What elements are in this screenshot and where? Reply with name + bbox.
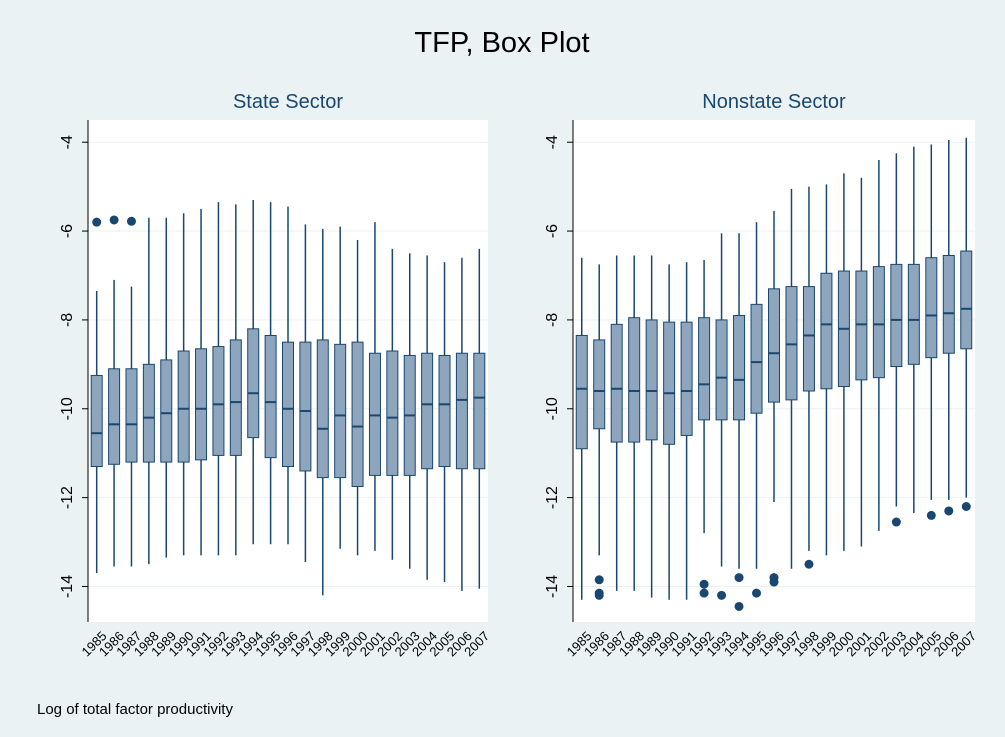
box xyxy=(820,272,833,390)
panel-title: Nonstate Sector xyxy=(702,91,846,113)
box xyxy=(610,323,623,443)
outlier xyxy=(594,590,604,600)
box xyxy=(855,270,868,381)
box xyxy=(316,339,329,479)
box xyxy=(473,352,486,470)
box xyxy=(334,343,347,479)
box xyxy=(264,334,277,459)
box xyxy=(680,321,693,436)
box xyxy=(768,288,780,403)
outlier xyxy=(717,590,727,600)
box xyxy=(785,286,798,401)
y-tick-label: -12 xyxy=(544,486,561,509)
box xyxy=(733,314,746,421)
box xyxy=(142,363,155,463)
outlier xyxy=(109,215,119,225)
box xyxy=(299,341,312,472)
outlier xyxy=(944,506,954,516)
box xyxy=(125,368,138,463)
outlier xyxy=(961,501,971,511)
chart-title: TFP, Box Plot xyxy=(414,27,589,59)
box xyxy=(438,354,451,468)
box xyxy=(663,321,676,445)
y-tick-label: -12 xyxy=(59,486,76,509)
box xyxy=(386,350,399,476)
outlier xyxy=(752,588,762,598)
y-tick-label: -14 xyxy=(59,575,76,598)
box xyxy=(802,286,815,392)
outlier xyxy=(769,577,779,587)
box xyxy=(351,341,364,488)
box xyxy=(715,319,728,421)
y-tick-label: -6 xyxy=(59,224,76,238)
y-tick-label: -14 xyxy=(544,575,561,598)
chart-note: Log of total factor productivity xyxy=(37,701,233,718)
box xyxy=(368,352,381,476)
box xyxy=(282,341,294,468)
y-tick-label: -4 xyxy=(59,135,76,149)
y-tick-label: -8 xyxy=(59,313,76,327)
box xyxy=(645,319,658,441)
box xyxy=(925,257,938,359)
panel-title: State Sector xyxy=(233,91,343,113)
box xyxy=(907,263,920,365)
box xyxy=(593,339,606,430)
box xyxy=(628,317,641,443)
box xyxy=(108,368,121,465)
outlier xyxy=(92,217,102,227)
box xyxy=(421,352,434,470)
box xyxy=(160,359,173,463)
outlier xyxy=(891,517,901,527)
y-tick-label: -4 xyxy=(544,135,561,149)
outlier xyxy=(734,573,744,583)
y-tick-label: -8 xyxy=(544,313,561,327)
box xyxy=(229,339,242,456)
box xyxy=(195,348,208,461)
outlier xyxy=(926,510,936,520)
box xyxy=(575,334,588,450)
box xyxy=(177,350,190,463)
box xyxy=(212,346,225,456)
y-tick-label: -10 xyxy=(544,397,561,420)
box xyxy=(872,266,885,379)
box xyxy=(90,374,103,468)
box xyxy=(942,254,955,354)
y-tick-label: -10 xyxy=(59,397,76,420)
y-tick-label: -6 xyxy=(544,224,561,238)
outlier xyxy=(126,216,136,226)
outlier xyxy=(594,575,604,585)
box xyxy=(247,328,260,439)
box xyxy=(890,263,903,368)
outlier xyxy=(804,559,814,569)
box xyxy=(698,317,711,421)
box xyxy=(960,250,973,350)
box xyxy=(750,303,763,414)
outlier xyxy=(699,579,709,589)
box xyxy=(455,352,468,470)
outlier xyxy=(734,601,744,611)
outlier xyxy=(699,588,709,598)
